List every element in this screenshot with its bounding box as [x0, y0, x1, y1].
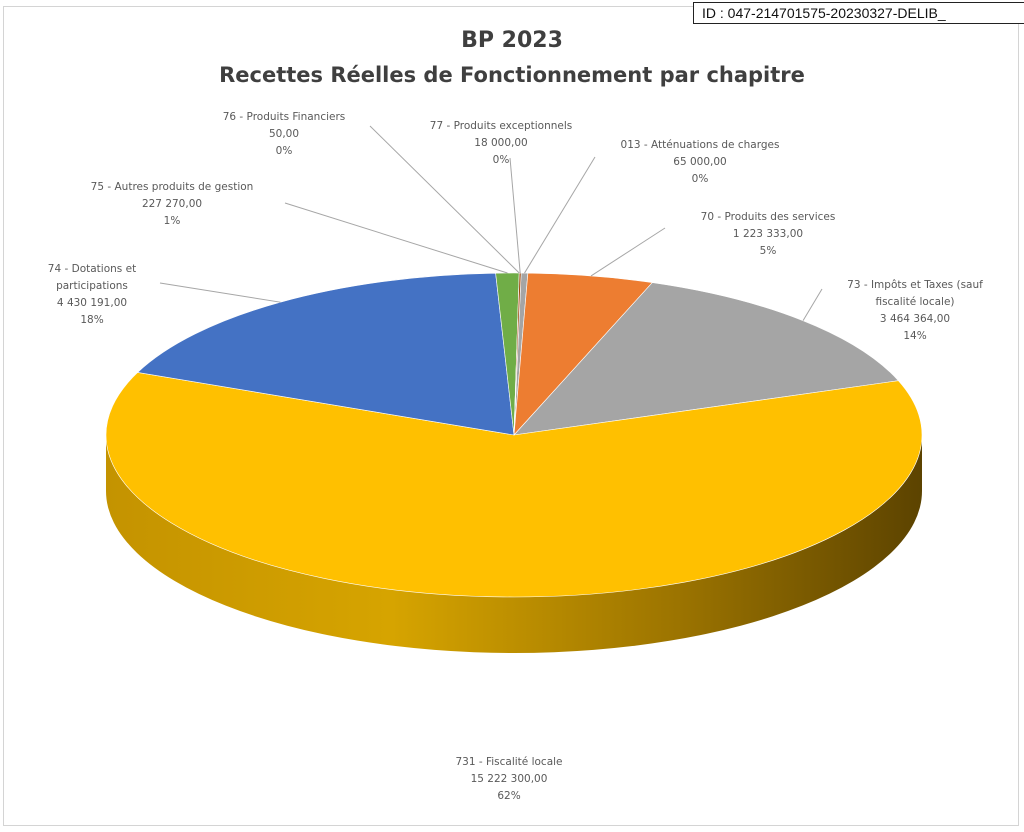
slice-data-label: 75 - Autres produits de gestion 227 270,0…	[91, 181, 254, 227]
slice-data-label: 731 - Fiscalité locale 15 222 300,00 62%	[455, 756, 562, 802]
chart-frame	[3, 6, 1019, 826]
slice-data-label: 74 - Dotations et participations 4 430 191…	[48, 263, 136, 326]
leader-line	[524, 156, 596, 274]
chart-subtitle: Recettes Réelles de Fonctionnement par c…	[219, 63, 805, 87]
slice-data-label: 73 - Impôts et Taxes (sauf fiscalité loca…	[847, 279, 983, 342]
leader-line	[509, 157, 521, 274]
slice-data-label: 013 - Atténuations de charges 65 000,00 0%	[621, 139, 780, 185]
chart-title: BP 2023	[461, 28, 563, 53]
slice-data-label: 70 - Produits des services 1 223 333,00 5%	[701, 211, 836, 257]
leader-line	[369, 125, 520, 274]
pie-slice	[105, 372, 923, 598]
leader-line	[802, 288, 823, 321]
id-stamp: ID : 047-214701575-20230327-DELIB_	[693, 2, 1024, 24]
slice-data-label: 76 - Produits Financiers 50,00 0%	[223, 111, 346, 157]
pie-side-wall	[106, 435, 922, 653]
pie-slice	[513, 282, 899, 436]
leader-line	[159, 282, 281, 303]
leader-line	[590, 227, 666, 277]
pie-slice	[137, 272, 515, 436]
slice-data-label: 77 - Produits exceptionnels 18 000,00 0%	[430, 120, 572, 166]
leader-line	[284, 202, 508, 274]
